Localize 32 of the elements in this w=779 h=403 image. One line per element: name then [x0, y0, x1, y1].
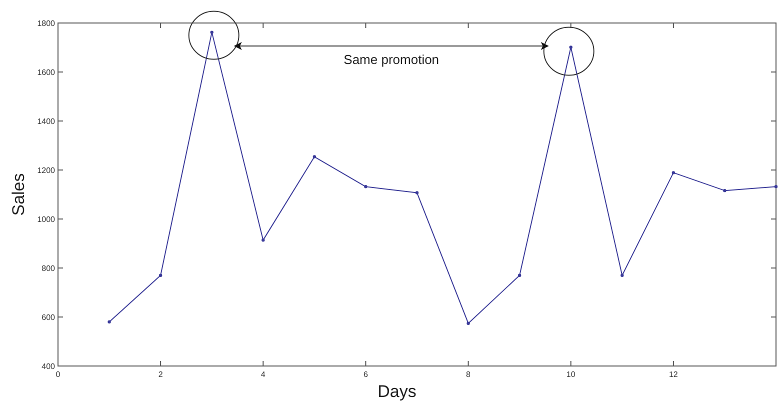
annotation: Same promotion — [344, 52, 440, 67]
x-tick-label: 10 — [566, 370, 576, 379]
point — [518, 274, 522, 277]
point — [158, 274, 162, 277]
y-tick-label: 800 — [42, 264, 56, 273]
point — [210, 30, 214, 34]
x-tick-label: 8 — [466, 370, 472, 379]
point — [466, 322, 470, 325]
point — [723, 188, 726, 192]
x-tick-label: 0 — [56, 370, 61, 379]
y-tick-label: 1800 — [37, 19, 56, 28]
x-tick-label: 2 — [158, 370, 164, 379]
point — [569, 46, 572, 49]
point — [672, 171, 676, 174]
x-tick-label: 6 — [363, 370, 368, 379]
point — [774, 185, 778, 188]
y-tick-label: 1200 — [37, 166, 56, 175]
point — [364, 185, 368, 188]
point — [262, 238, 265, 242]
y-tick-label: 1400 — [37, 117, 56, 126]
y-axis-title: Sales — [9, 173, 28, 216]
point — [620, 274, 624, 277]
point — [415, 191, 419, 194]
point — [312, 155, 316, 158]
y-tick-label: 400 — [42, 362, 56, 371]
x-tick-label: 12 — [668, 370, 678, 379]
y-tick-label: 600 — [42, 313, 56, 322]
x-tick-label: 4 — [260, 370, 266, 379]
y-tick-label: 1600 — [37, 68, 56, 77]
point — [108, 320, 111, 324]
x-axis-title: Days — [378, 382, 416, 401]
y-tick-label: 1000 — [37, 215, 56, 224]
